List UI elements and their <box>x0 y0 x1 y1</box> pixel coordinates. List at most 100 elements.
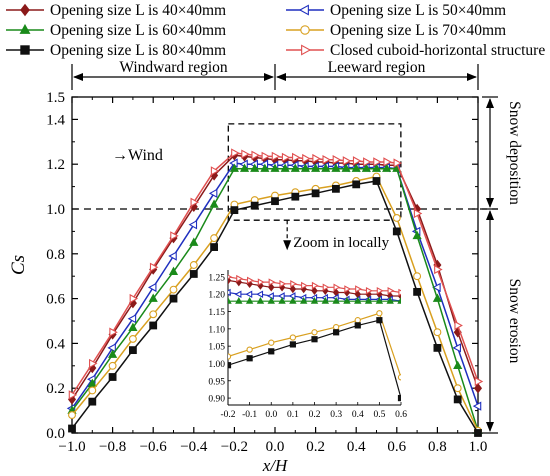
inset-data-point <box>267 296 275 304</box>
data-point <box>322 155 331 165</box>
data-point <box>332 184 340 193</box>
data-point <box>149 310 158 319</box>
data-point <box>413 287 422 296</box>
data-point <box>88 386 97 395</box>
data-point <box>87 378 97 387</box>
inset-data-point <box>290 280 298 288</box>
data-point <box>453 384 462 393</box>
data-point <box>210 243 218 251</box>
inset-data-point <box>333 283 341 292</box>
legend-marker <box>20 3 30 17</box>
inset-data-point <box>245 290 253 299</box>
inset-data-point <box>311 329 318 336</box>
inset-data-point <box>375 296 384 304</box>
data-point <box>250 201 259 210</box>
inset-x-tick-label: 0.0 <box>265 410 277 420</box>
inset-series-group <box>228 274 401 297</box>
data-point <box>453 360 463 370</box>
inset-data-point <box>257 278 265 286</box>
data-point <box>68 411 76 420</box>
inset-data-point <box>376 317 383 324</box>
series-group <box>67 163 483 434</box>
inset-y-tick-label: 1.15 <box>208 308 225 318</box>
region-annotations: Windward region Leeward region <box>71 59 479 90</box>
inset-data-point <box>321 296 330 304</box>
data-point <box>280 163 290 172</box>
y-axis-label: Cs <box>8 255 29 275</box>
snow-erosion-label: Snow erosion <box>506 279 523 364</box>
x-tick-label: −0.2 <box>221 439 248 455</box>
x-tick-label: 0.0 <box>266 439 285 455</box>
data-point <box>290 163 300 172</box>
inset-data-point <box>354 296 362 304</box>
zoom-label: Zoom in locally <box>293 235 389 251</box>
data-point <box>128 334 137 343</box>
inset-data-point <box>245 296 254 304</box>
inset-data-point <box>279 280 287 288</box>
inset-plot: -0.2 -0.1 0.0 0.1 0.2 0.3 0.4 0.5 0.6 0.90 0.95 1.0… <box>208 266 407 420</box>
legend-marker <box>300 25 310 35</box>
arrow-head <box>73 73 83 81</box>
data-point <box>260 163 270 172</box>
data-point <box>170 231 179 241</box>
arrow-head <box>486 198 494 208</box>
data-point <box>190 197 200 207</box>
arrow-head <box>276 73 286 81</box>
data-point <box>432 293 442 302</box>
data-point <box>433 328 442 337</box>
inset-data-point <box>234 290 242 299</box>
data-point <box>68 390 78 400</box>
inset-data-point <box>311 286 318 295</box>
data-point <box>331 163 341 172</box>
inset-data-point <box>397 394 401 402</box>
data-point <box>108 349 118 358</box>
data-point <box>208 188 218 198</box>
inset-x-tick-label: 0.3 <box>330 410 342 420</box>
data-point <box>107 343 116 353</box>
data-point <box>361 163 371 172</box>
data-point <box>383 157 392 167</box>
inset-data-point <box>299 296 308 304</box>
data-point <box>127 314 137 324</box>
inset-data-point <box>354 322 361 329</box>
y-tick-label: 0.4 <box>46 336 65 352</box>
data-point <box>452 343 461 353</box>
data-point <box>363 157 372 167</box>
legend-marker <box>19 23 31 34</box>
inset-data-point <box>332 323 340 331</box>
data-point <box>231 148 240 158</box>
inset-data-point <box>268 278 276 286</box>
data-point <box>392 214 401 222</box>
inset-x-tick-label: 0.4 <box>352 410 364 420</box>
main-axes: −1.0 −0.8 −0.6 −0.4 −0.2 0.0 0.2 0.4 0.6 0.8 1.0 0.… <box>8 90 498 475</box>
data-point <box>109 327 118 337</box>
inset-data-point <box>333 329 340 336</box>
snow-deposition-label: Snow deposition <box>506 101 523 205</box>
data-point <box>434 264 443 275</box>
inset-series <box>228 274 401 402</box>
inset-series-group <box>228 317 401 402</box>
data-point <box>454 320 463 331</box>
inset-data-point <box>289 284 297 294</box>
data-point <box>341 163 351 172</box>
data-point <box>342 156 352 166</box>
inset-y-tick-label: 1.20 <box>208 291 225 301</box>
data-point <box>68 424 76 433</box>
inset-series-group <box>228 310 401 381</box>
data-point <box>412 230 422 240</box>
legend-label: Opening size L is 40×40mm <box>50 2 226 19</box>
data-point <box>129 293 139 304</box>
data-point <box>292 152 301 163</box>
series-group <box>68 148 484 400</box>
inset-data-point <box>387 286 395 295</box>
inset-data-point <box>256 296 265 304</box>
data-point <box>413 208 423 219</box>
legend-marker <box>20 45 30 55</box>
inset-data-point <box>246 346 253 353</box>
inset-data-point <box>398 288 401 297</box>
x-tick-label: −1.0 <box>58 439 85 455</box>
series-group <box>68 177 482 437</box>
inset-x-tick-label: -0.1 <box>242 410 257 420</box>
legend-label: Opening size L is 50×40mm <box>330 2 506 19</box>
legend-label: Closed cuboid-horizontal structure <box>330 42 545 59</box>
